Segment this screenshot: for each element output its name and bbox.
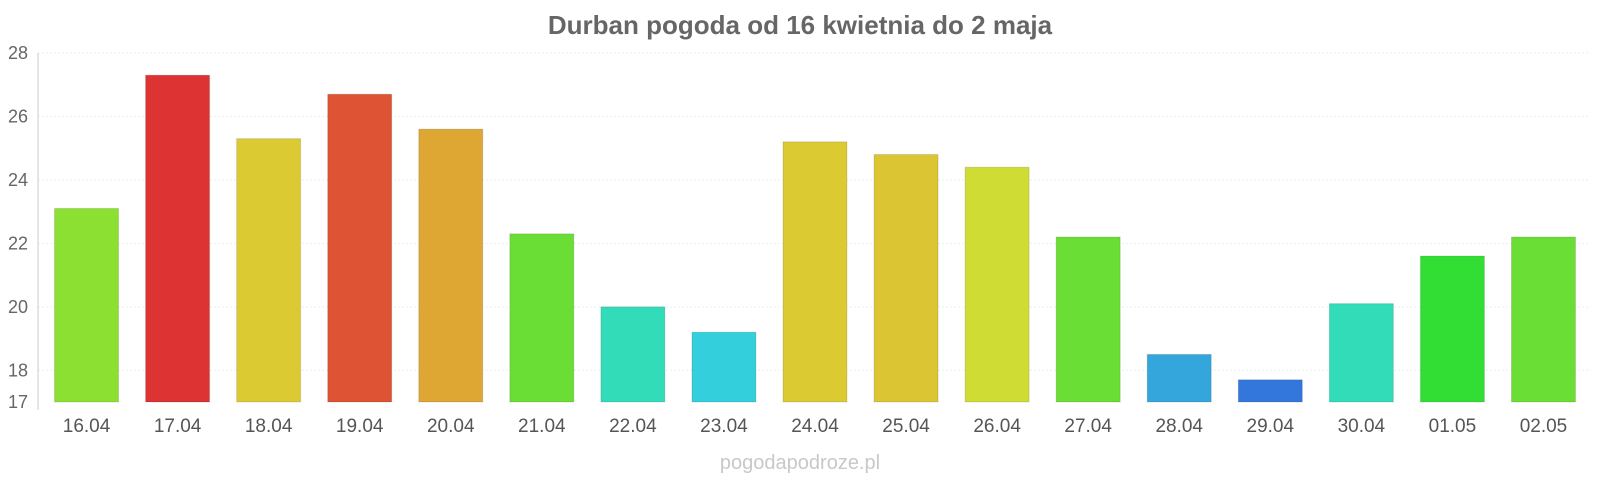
bar-21.04 bbox=[509, 233, 575, 403]
y-tick-label: 22 bbox=[8, 233, 28, 253]
bar-02.05 bbox=[1510, 236, 1576, 403]
y-tick-label: 17 bbox=[8, 392, 28, 412]
y-tick-label: 24 bbox=[8, 170, 28, 190]
x-tick-label: 23.04 bbox=[700, 416, 748, 437]
bar-29.04 bbox=[1237, 379, 1303, 403]
x-tick-label: 17.04 bbox=[154, 416, 202, 437]
x-tick-label: 16.04 bbox=[63, 416, 111, 437]
bar-16.04 bbox=[54, 207, 120, 403]
bars bbox=[54, 74, 1576, 403]
x-tick-label: 18.04 bbox=[245, 416, 293, 437]
y-tick-label: 18 bbox=[8, 360, 28, 380]
bar-26.04 bbox=[964, 166, 1030, 403]
bar-18.04 bbox=[236, 138, 302, 403]
y-tick-label: 28 bbox=[8, 43, 28, 63]
x-tick-label: 29.04 bbox=[1247, 416, 1295, 437]
x-tick-label: 01.05 bbox=[1429, 416, 1477, 437]
x-tick-label: 19.04 bbox=[336, 416, 384, 437]
x-tick-label: 25.04 bbox=[882, 416, 930, 437]
x-tick-label: 20.04 bbox=[427, 416, 475, 437]
x-tick-label: 28.04 bbox=[1155, 416, 1203, 437]
bar-30.04 bbox=[1328, 303, 1394, 403]
bar-23.04 bbox=[691, 331, 757, 403]
x-axis-labels: 16.04 17.04 18.04 19.04 20.04 21.04 22.04 23.04… bbox=[63, 416, 1567, 437]
bar-22.04 bbox=[600, 306, 666, 403]
bar-28.04 bbox=[1146, 353, 1212, 403]
bar-01.05 bbox=[1419, 255, 1485, 403]
bar-27.04 bbox=[1055, 236, 1121, 403]
bar-19.04 bbox=[327, 93, 393, 403]
bar-24.04 bbox=[782, 141, 848, 403]
y-axis: 17 18 20 22 24 26 28 bbox=[8, 43, 39, 412]
x-tick-label: 27.04 bbox=[1064, 416, 1112, 437]
x-tick-label: 22.04 bbox=[609, 416, 657, 437]
chart-title: Durban pogoda od 16 kwietnia do 2 maja bbox=[547, 10, 1053, 40]
x-tick-label: 30.04 bbox=[1338, 416, 1386, 437]
y-tick-label: 26 bbox=[8, 106, 28, 126]
watermark: pogodapodroze.pl bbox=[719, 452, 881, 474]
bar-17.04 bbox=[145, 74, 211, 403]
x-tick-label: 24.04 bbox=[791, 416, 839, 437]
bar-20.04 bbox=[418, 128, 484, 403]
y-tick-label: 20 bbox=[8, 297, 28, 317]
x-tick-label: 02.05 bbox=[1520, 416, 1568, 437]
x-tick-label: 26.04 bbox=[973, 416, 1021, 437]
bar-25.04 bbox=[873, 154, 939, 403]
x-tick-label: 21.04 bbox=[518, 416, 566, 437]
